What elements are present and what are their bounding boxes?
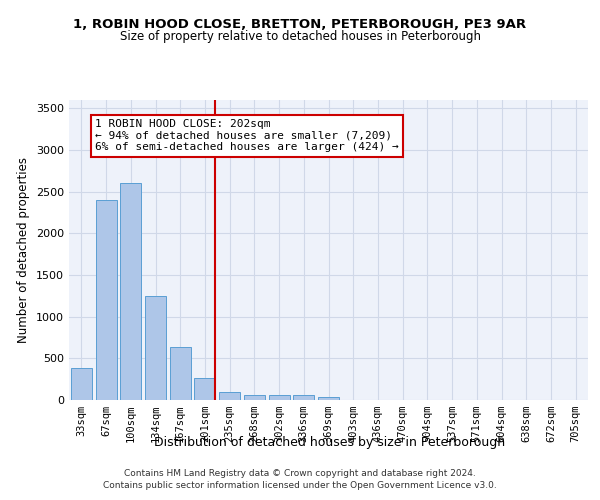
Text: Distribution of detached houses by size in Peterborough: Distribution of detached houses by size …	[154, 436, 506, 449]
Bar	[120, 184, 141, 400]
Bar	[269, 395, 290, 400]
Bar	[145, 296, 166, 400]
Bar	[95, 200, 116, 400]
Bar	[293, 396, 314, 400]
Text: Contains HM Land Registry data © Crown copyright and database right 2024.: Contains HM Land Registry data © Crown c…	[124, 470, 476, 478]
Text: Contains public sector information licensed under the Open Government Licence v3: Contains public sector information licen…	[103, 482, 497, 490]
Bar	[244, 394, 265, 400]
Bar	[71, 368, 92, 400]
Text: Size of property relative to detached houses in Peterborough: Size of property relative to detached ho…	[119, 30, 481, 43]
Bar	[194, 378, 215, 400]
Y-axis label: Number of detached properties: Number of detached properties	[17, 157, 31, 343]
Text: 1, ROBIN HOOD CLOSE, BRETTON, PETERBOROUGH, PE3 9AR: 1, ROBIN HOOD CLOSE, BRETTON, PETERBOROU…	[73, 18, 527, 30]
Bar	[318, 397, 339, 400]
Bar	[219, 392, 240, 400]
Bar	[170, 346, 191, 400]
Text: 1 ROBIN HOOD CLOSE: 202sqm
← 94% of detached houses are smaller (7,209)
6% of se: 1 ROBIN HOOD CLOSE: 202sqm ← 94% of deta…	[95, 119, 398, 152]
